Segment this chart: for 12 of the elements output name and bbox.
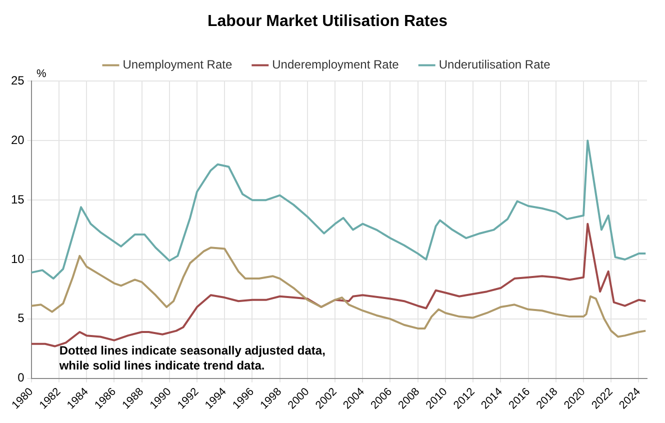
legend-label: Underemployment Rate — [272, 58, 400, 72]
y-tick-label: 5 — [18, 311, 25, 326]
y-tick-label: 20 — [10, 132, 25, 147]
annotation: Dotted lines indicate seasonally adjusted data, while solid lines indicate trend data. — [58, 343, 326, 372]
y-tick-label: 15 — [10, 192, 25, 206]
y-tick-label: 25 — [10, 74, 25, 88]
y-axis-title: % — [36, 68, 46, 80]
y-tick-label: 0 — [18, 370, 25, 385]
legend-label: Unemployment Rate — [122, 58, 232, 72]
chart-title: Labour Market Utilisation Rates — [207, 13, 448, 30]
y-tick-label: 10 — [10, 252, 25, 266]
legend-label: Underutilisation Rate — [438, 58, 551, 72]
